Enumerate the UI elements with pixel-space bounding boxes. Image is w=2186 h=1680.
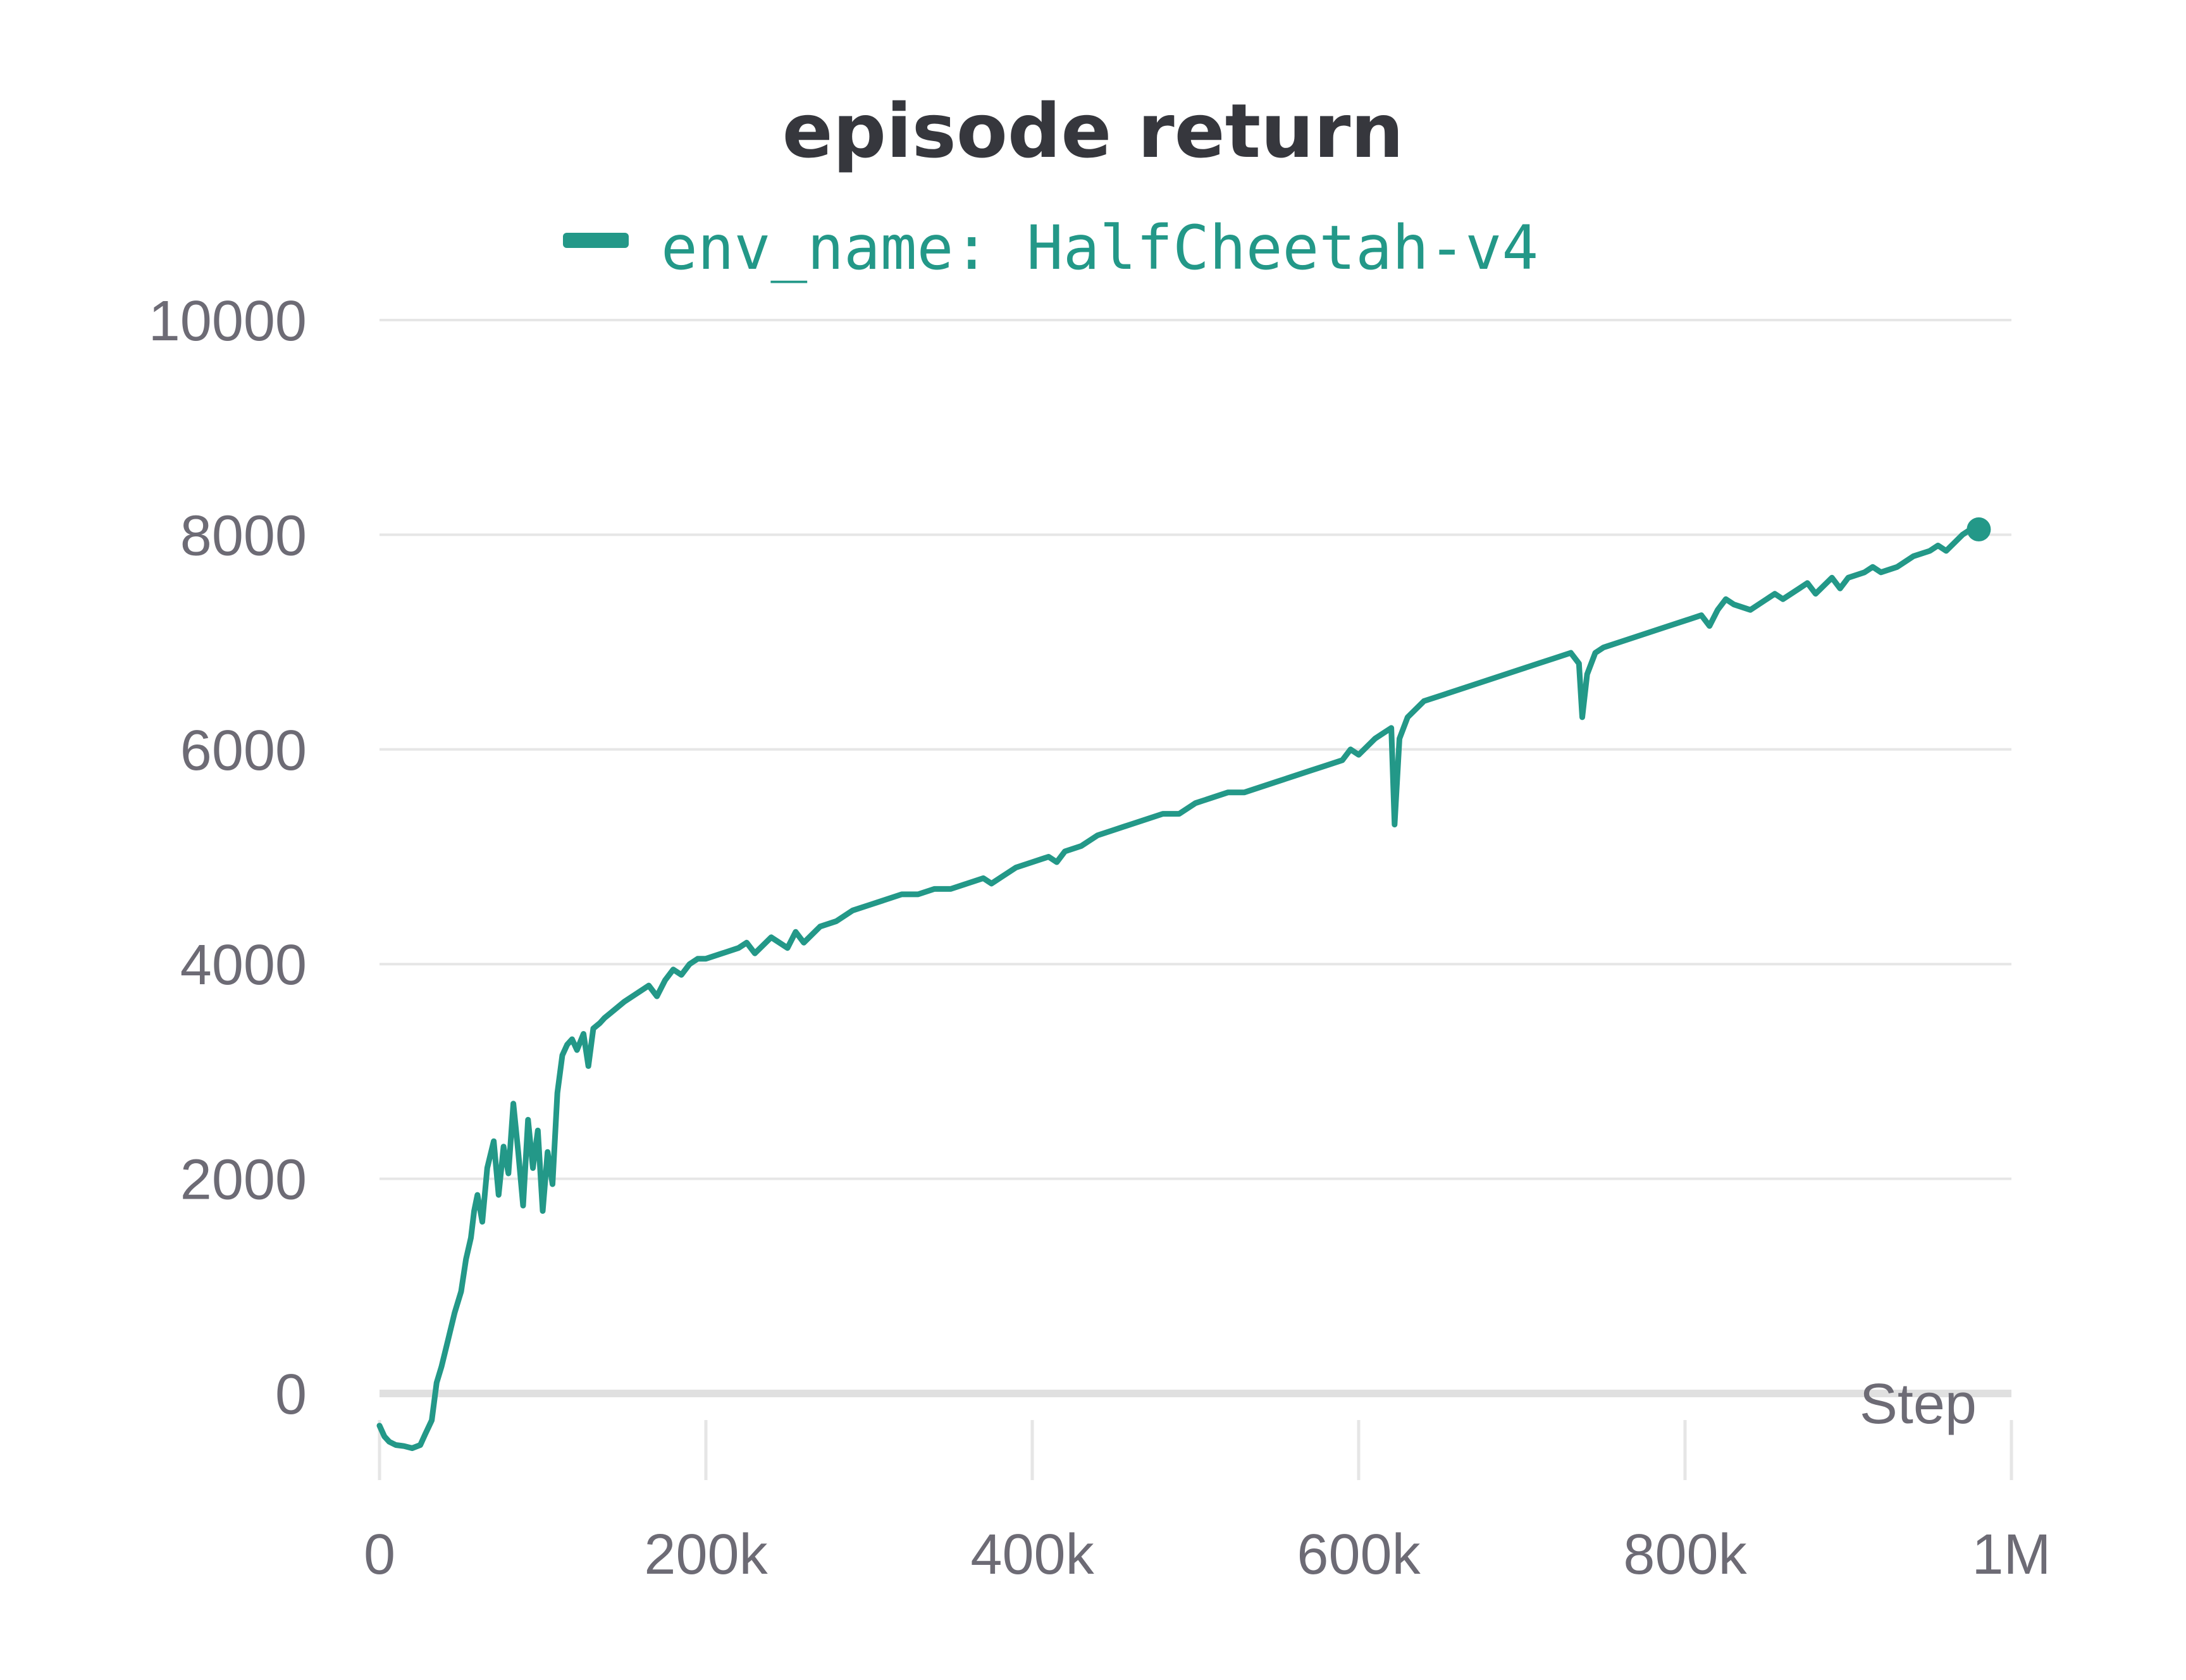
y-axis: 0 2000 4000 6000 8000 10000	[149, 290, 307, 1426]
series-layer[interactable]	[376, 517, 1991, 1451]
x-tick-label: 200k	[644, 1523, 768, 1586]
x-tick-label: 1M	[1972, 1523, 2051, 1586]
x-tick-label: 400k	[970, 1523, 1094, 1586]
legend-label: env_name: HalfCheetah-v4	[661, 213, 1538, 283]
x-axis: 0 200k 400k 600k 800k 1M	[364, 1420, 2051, 1586]
series-line[interactable]	[376, 526, 1982, 1451]
x-tick-label: 600k	[1297, 1523, 1421, 1586]
y-tick-label: 6000	[180, 719, 307, 782]
x-axis-label: Step	[1860, 1373, 1977, 1436]
grid	[380, 319, 2011, 1397]
x-tick-label: 800k	[1623, 1523, 1747, 1586]
x-tick-label: 0	[364, 1523, 395, 1586]
y-tick-label: 0	[275, 1363, 307, 1426]
y-tick-label: 10000	[149, 290, 307, 353]
y-tick-label: 8000	[180, 504, 307, 567]
series-end-point[interactable]	[1967, 517, 1991, 541]
y-tick-label: 4000	[180, 934, 307, 997]
legend-swatch	[563, 233, 629, 248]
legend[interactable]: env_name: HalfCheetah-v4	[563, 213, 1538, 283]
y-tick-label: 2000	[180, 1149, 307, 1212]
chart-title: episode return	[782, 87, 1404, 175]
